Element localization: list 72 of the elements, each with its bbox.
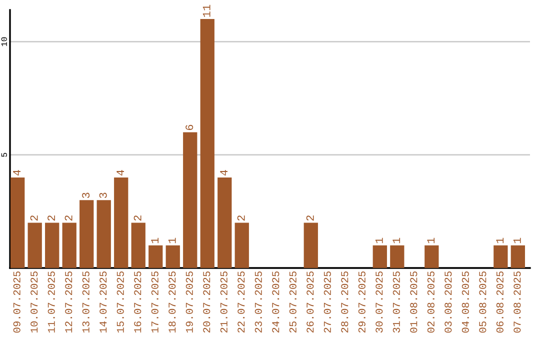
x-tick-label: 23.07.2025 [254,271,262,333]
x-tick-label: 18.07.2025 [168,271,176,333]
y-tick-label: 5 [1,152,7,157]
bar [45,222,60,268]
bar [114,177,128,268]
data-label: 11 [202,4,210,17]
x-tick-label: 09.07.2025 [13,271,20,333]
x-tick-label: 20.07.2025 [203,271,210,333]
x-tick-label: 29.07.2025 [358,271,366,333]
x-tick-label: 03.08.2025 [444,271,452,333]
bar [80,200,94,268]
x-tick-label: 10.07.2025 [30,271,38,333]
x-tick-label: 14.07.2025 [100,271,107,333]
bar [218,177,232,268]
data-label: 1 [168,238,176,244]
data-label: 4 [116,170,124,176]
x-tick-label: 12.07.2025 [65,271,72,333]
x-tick-label: 17.07.2025 [151,271,158,333]
bar [234,222,249,268]
data-label: 2 [30,215,38,221]
data-label: 1 [392,238,400,244]
x-tick-label: 16.07.2025 [134,271,142,333]
data-label: 4 [220,170,228,176]
bar [304,222,318,268]
bar [372,245,387,268]
bar [148,245,163,268]
data-label: 2 [306,215,314,221]
y-tick-label: 10 [1,37,7,46]
data-label: 1 [513,238,521,244]
data-label: 3 [82,192,90,198]
x-tick-label: 15.07.2025 [116,271,124,333]
data-label: 2 [48,215,55,221]
data-label: 2 [64,215,72,221]
data-label: 4 [13,170,20,176]
bar [96,200,111,268]
bar [28,222,42,268]
data-label: 1 [375,238,383,244]
x-tick-label: 26.07.2025 [306,271,314,333]
bar [131,222,146,268]
bar [390,245,404,268]
data-label: 1 [427,238,435,244]
x-tick-label: 24.07.2025 [272,271,280,333]
bar [183,132,198,268]
x-tick-label: 21.07.2025 [220,271,228,333]
x-tick-label: 13.07.2025 [82,271,90,333]
x-tick-label: 25.07.2025 [289,271,296,333]
x-tick-label: 30.07.2025 [376,271,383,333]
data-label: 1 [151,238,158,244]
x-tick-label: 01.08.2025 [410,271,418,333]
bar [10,177,25,268]
x-tick-label: 06.08.2025 [496,271,504,333]
data-label: 2 [237,215,245,221]
bar [200,19,214,268]
x-tick-label: 11.07.2025 [48,271,55,333]
bar [62,222,76,268]
x-tick-label: 22.07.2025 [238,271,245,333]
data-label: 2 [134,215,142,221]
bar [166,245,180,268]
x-tick-label: 05.08.2025 [479,271,486,333]
data-label: 1 [496,238,504,244]
x-tick-label: 31.07.2025 [392,271,400,333]
x-tick-label: 19.07.2025 [186,271,193,333]
x-tick-label: 02.08.2025 [427,271,434,333]
bar [510,245,525,268]
x-tick-label: 04.08.2025 [462,271,469,333]
data-label: 3 [99,192,107,198]
x-tick-label: 28.07.2025 [341,271,348,333]
x-tick-label: 07.08.2025 [514,271,521,333]
x-tick-label: 27.07.2025 [324,271,331,333]
bar [494,245,508,268]
bar [424,245,439,268]
data-label: 6 [186,124,194,130]
